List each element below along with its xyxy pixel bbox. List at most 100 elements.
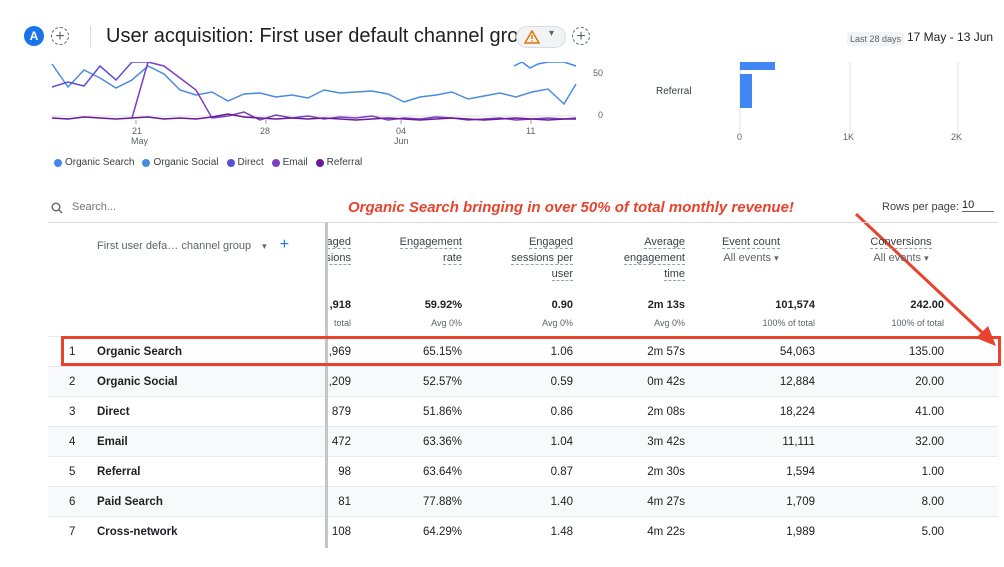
table-cell: 3m 42s — [647, 436, 685, 448]
channel-name[interactable]: Email — [97, 436, 128, 448]
table-row[interactable]: 5 Referral 98 63.64% 0.87 2m 30s 1,594 1.00 — [48, 456, 998, 486]
table-row[interactable]: 7 Cross-network 108 64.29% 1.48 4m 22s 1,989 5.… — [48, 516, 998, 546]
total-value: ,918 — [329, 299, 351, 311]
row-index: 7 — [69, 526, 76, 538]
channel-name[interactable]: Direct — [97, 406, 130, 418]
table-cell: 81 — [338, 496, 351, 508]
legend-item[interactable]: Email — [271, 157, 308, 168]
table-row[interactable]: 6 Paid Search 81 77.88% 1.40 4m 27s 1,709 8.00 — [48, 486, 998, 516]
bar-organic-social — [740, 62, 775, 70]
warning-icon — [524, 30, 540, 44]
row-index: 3 — [69, 406, 76, 418]
column-header-engagement-rate[interactable]: Engagement rate — [399, 236, 462, 265]
row-index: 5 — [69, 466, 76, 478]
date-range-selector[interactable]: 17 May - 13 Jun — [907, 30, 994, 44]
chevron-down-icon[interactable]: ▾ — [774, 253, 779, 263]
dropdown-arrow-icon[interactable]: ▾ — [262, 241, 267, 251]
date-preset-badge[interactable]: Last 28 days — [847, 32, 905, 46]
legend-dot-icon — [54, 158, 62, 167]
legend-item[interactable]: Direct — [226, 157, 264, 168]
legend-dot-icon — [142, 158, 151, 167]
legend-dot-icon — [315, 158, 324, 167]
table-cell: 135.00 — [908, 346, 944, 358]
account-avatar[interactable]: A — [24, 26, 44, 46]
total-sub: 100% of total — [762, 318, 815, 328]
data-quality-warning-button[interactable]: ▾ — [516, 26, 566, 48]
total-sub: Avg 0% — [431, 318, 462, 328]
header-divider — [90, 26, 91, 48]
chevron-down-icon: ▾ — [549, 28, 555, 39]
table-cell: ,209 — [328, 376, 351, 388]
table-cell: 1.48 — [550, 526, 573, 538]
table-row[interactable]: 4 Email 472 63.36% 1.04 3m 42s 11,111 32.00 — [48, 426, 998, 456]
table-cell: 98 — [338, 466, 351, 478]
table-cell: 51.86% — [422, 406, 462, 418]
series-organic-social-line — [51, 63, 577, 106]
page-header: A + User acquisition: First user default… — [0, 0, 1004, 62]
table-cell: 879 — [331, 406, 351, 418]
total-sub: Avg 0% — [542, 318, 573, 328]
channel-name[interactable]: Paid Search — [97, 496, 163, 508]
table-cell: 4m 22s — [647, 526, 685, 538]
table-cell: 0.86 — [550, 406, 573, 418]
rows-per-page-label: Rows per page: — [882, 201, 960, 213]
bar-x-tick: 1K — [843, 132, 855, 142]
table-cell: 64.29% — [422, 526, 462, 538]
column-header-engaged-sessions-per-user[interactable]: Engaged sessions per user — [511, 236, 573, 281]
table-cell: 2m 30s — [647, 466, 685, 478]
total-value: 0.90 — [551, 299, 573, 311]
series-organic-search-line — [513, 62, 577, 69]
column-header-event-count[interactable]: Event count All events ▾ — [721, 236, 781, 264]
total-sub: total — [333, 318, 351, 328]
bar-x-tick: 2K — [951, 132, 963, 142]
total-value: 59.92% — [424, 299, 462, 311]
table-cell: ,969 — [328, 346, 351, 358]
total-value: 2m 13s — [647, 299, 685, 311]
y-tick-label: 50 — [593, 68, 604, 78]
add-filter-icon[interactable]: + — [572, 27, 590, 45]
legend-item[interactable]: Organic Search — [54, 157, 134, 168]
add-dimension-icon[interactable]: + — [279, 236, 290, 253]
row-index: 4 — [69, 436, 76, 448]
legend-item[interactable]: Referral — [315, 157, 362, 168]
legend-dot-icon — [226, 158, 235, 167]
table-cell: 18,224 — [779, 406, 815, 418]
line-chart — [50, 62, 577, 124]
table-cell: 1.06 — [550, 346, 573, 358]
highlight-box — [61, 336, 1001, 366]
table-cell: 20.00 — [915, 376, 944, 388]
table-cell: 1,989 — [786, 526, 815, 538]
dimension-header[interactable]: First user defa… channel group ▾ + — [97, 236, 290, 253]
table-cell: 11,111 — [782, 436, 815, 448]
table-cell: 41.00 — [915, 406, 944, 418]
x-tick-label: 04 — [396, 126, 407, 136]
page-title: User acquisition: First user default cha… — [106, 25, 541, 47]
series-direct-line — [51, 62, 148, 88]
column-header-sessions[interactable]: aged sions — [325, 236, 351, 265]
table-cell: 54,063 — [779, 346, 815, 358]
row-index: 2 — [69, 376, 76, 388]
table-cell: 0m 42s — [647, 376, 685, 388]
table-row[interactable]: 2 Organic Social ,209 52.57% 0.59 0m 42s 12,88… — [48, 366, 998, 396]
channel-name[interactable]: Organic Search — [97, 346, 183, 358]
table-cell: 0.87 — [550, 466, 573, 478]
rows-per-page-select[interactable]: 10 — [962, 199, 994, 212]
search-input[interactable] — [70, 200, 224, 214]
series-referral-line — [51, 113, 576, 121]
channel-name[interactable]: Cross-network — [97, 526, 178, 538]
column-header-conversions[interactable]: Conversions All events ▾ — [870, 236, 932, 264]
x-tick-month: May — [131, 136, 149, 146]
column-header-average-engagement-time[interactable]: Average engagement time — [623, 236, 685, 281]
legend-item[interactable]: Organic Social — [142, 157, 219, 168]
row-index: 1 — [69, 346, 76, 358]
table-row[interactable]: 3 Direct 879 51.86% 0.86 2m 08s 18,224 41.00 — [48, 396, 998, 426]
chevron-down-icon[interactable]: ▾ — [924, 253, 929, 263]
channel-name[interactable]: Referral — [97, 466, 141, 478]
table-cell: 472 — [331, 436, 351, 448]
y-tick-label: 0 — [598, 110, 604, 120]
add-comparison-icon[interactable]: + — [51, 27, 69, 45]
channel-name[interactable]: Organic Social — [97, 376, 178, 388]
frozen-column-divider[interactable] — [325, 222, 328, 548]
search-icon — [51, 202, 63, 214]
x-tick-label: 21 — [131, 126, 142, 136]
